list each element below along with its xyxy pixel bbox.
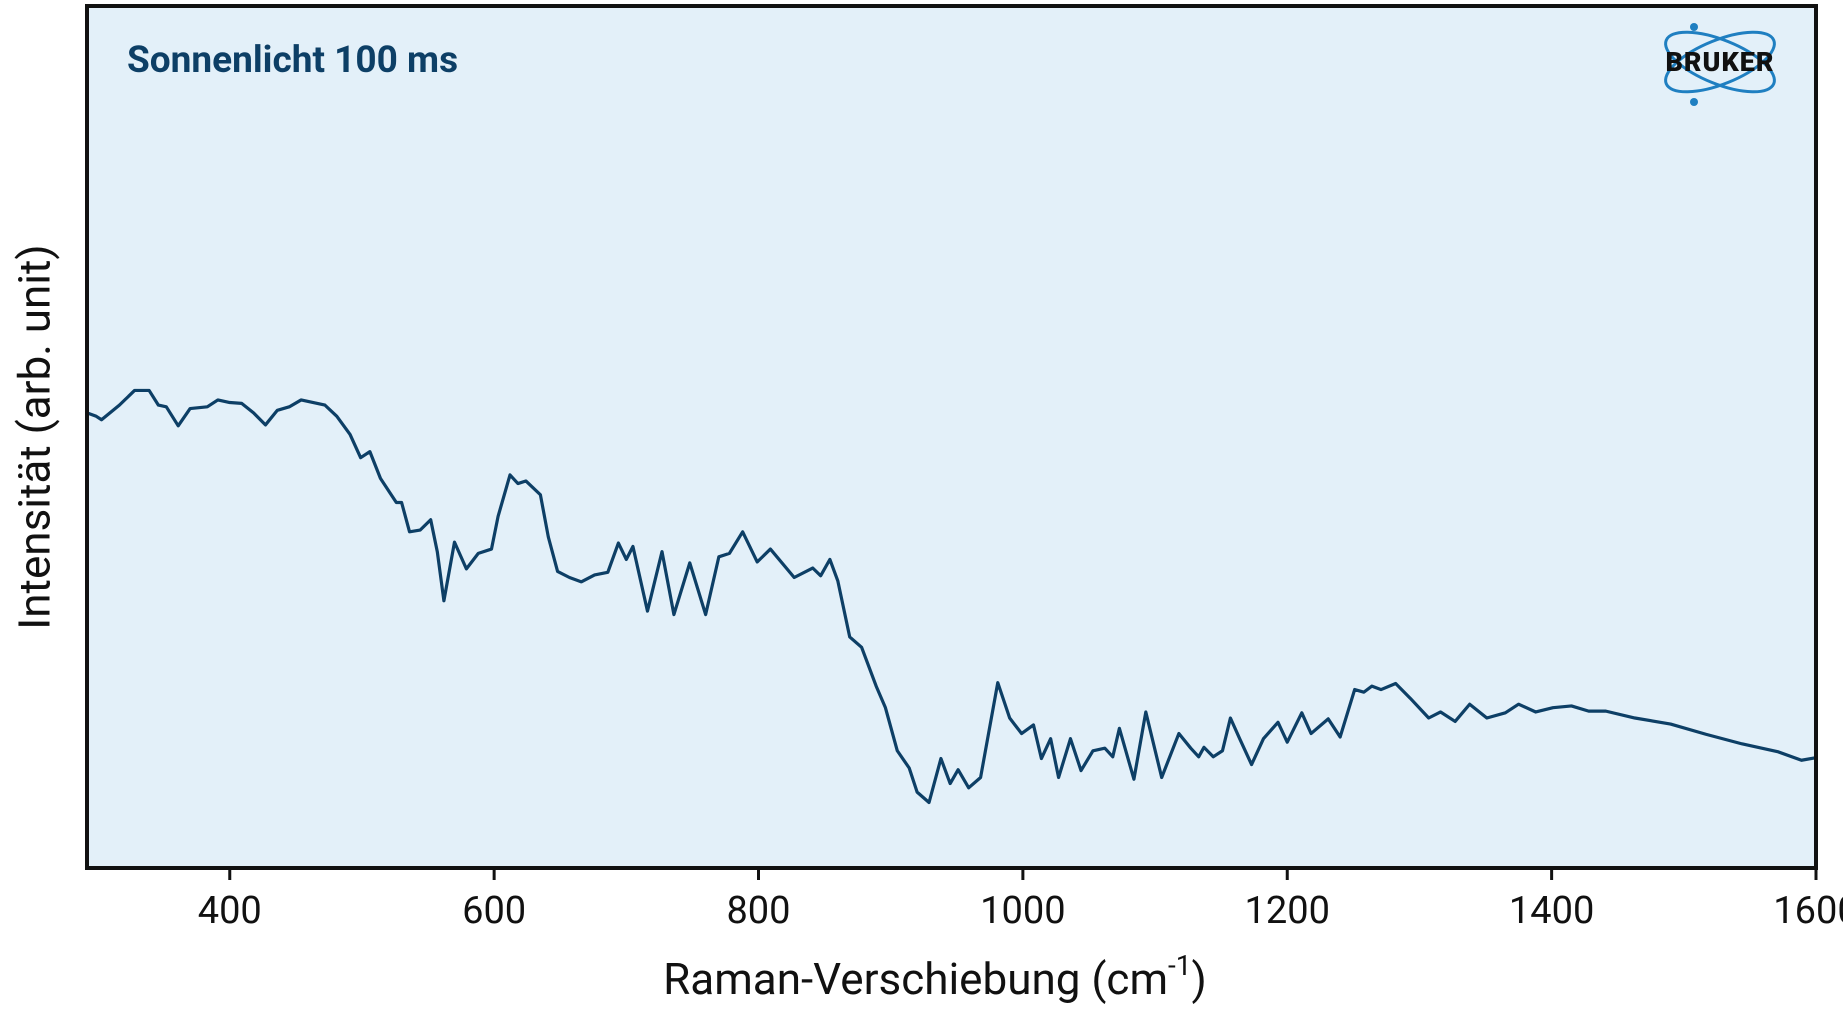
logo: BRUKER <box>1664 23 1776 106</box>
x-axis-label: Raman-Verschiebung (cm-1) <box>663 949 1207 1004</box>
plot-background <box>87 6 1816 868</box>
chart-title: Sonnenlicht 100 ms <box>127 39 458 82</box>
x-tick-label: 600 <box>462 889 526 933</box>
x-axis-label-end: ) <box>1192 953 1207 1005</box>
x-tick-label: 1200 <box>1245 889 1330 933</box>
logo-text: BRUKER <box>1666 46 1775 78</box>
logo-orbit <box>1664 30 1776 94</box>
spectrum-line <box>85 388 1818 805</box>
logo-dot <box>1690 98 1698 106</box>
x-axis-label-main: Raman-Verschiebung (cm <box>663 953 1168 1005</box>
logo-orbit <box>1664 30 1776 94</box>
plot-frame <box>85 4 1818 870</box>
x-tick-label: 1400 <box>1509 889 1594 933</box>
x-axis-label-sup: -1 <box>1168 949 1191 982</box>
x-tick-label: 800 <box>726 889 790 933</box>
x-tick-label: 1600 <box>1773 889 1843 933</box>
x-tick-label: 1000 <box>980 889 1065 933</box>
x-tick-label: 400 <box>198 889 262 933</box>
logo-dot <box>1690 23 1698 31</box>
y-axis-label: Intensität (arb. unit) <box>9 244 61 629</box>
